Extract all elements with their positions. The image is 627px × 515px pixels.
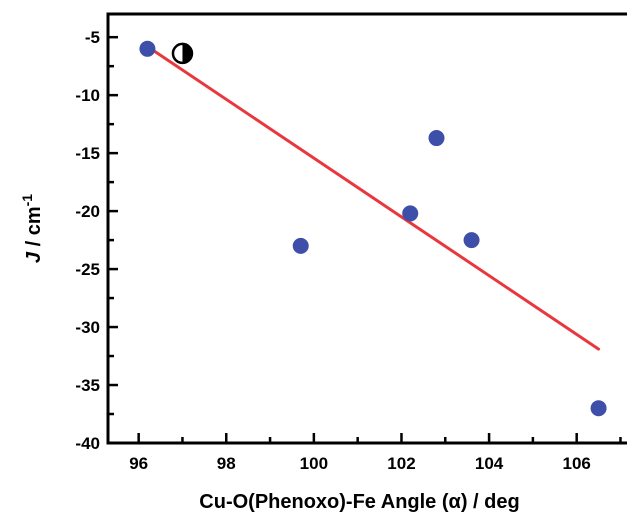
y-tick-label: -25 (75, 260, 100, 279)
y-tick-label: -40 (75, 434, 100, 453)
plot-area: 96 98 100 102 104 106 -5 -10 -15 -20 -25 -30 -35 -40 (75, 12, 627, 473)
y-axis-title-unit: / cm (23, 206, 45, 252)
x-tick-label: 102 (387, 454, 415, 473)
symbol-filled-half (182, 43, 192, 63)
y-tick-label: -35 (75, 376, 100, 395)
y-tick-label: -10 (75, 86, 100, 105)
data-point (463, 232, 480, 249)
x-axis: 96 98 100 102 104 106 (129, 433, 622, 473)
y-tick-label: -20 (75, 202, 100, 221)
y-axis-title-superscript: -1 (19, 194, 35, 207)
y-axis-title-italic: J (23, 251, 45, 263)
half-filled-circle-symbol (171, 42, 194, 65)
data-point (292, 237, 309, 254)
x-tick-label: 98 (217, 454, 236, 473)
y-tick-label: -5 (85, 28, 100, 47)
x-tick-label: 106 (562, 454, 590, 473)
data-point (590, 400, 607, 417)
x-tick-label: 96 (129, 454, 148, 473)
y-axis-title: J / cm-1 (19, 194, 45, 263)
data-point (402, 205, 419, 222)
y-tick-label: -30 (75, 318, 100, 337)
x-tick-label: 100 (300, 454, 328, 473)
data-point (428, 130, 445, 147)
fit-line (145, 44, 601, 351)
axes-frame (106, 12, 627, 445)
data-point (139, 40, 156, 57)
y-axis: -5 -10 -15 -20 -25 -30 -35 -40 (75, 28, 118, 453)
x-axis-title: Cu-O(Phenoxo)-Fe Angle (α) / deg (199, 491, 519, 513)
y-tick-label: -15 (75, 144, 100, 163)
x-tick-label: 104 (475, 454, 504, 473)
data-points (139, 40, 607, 417)
